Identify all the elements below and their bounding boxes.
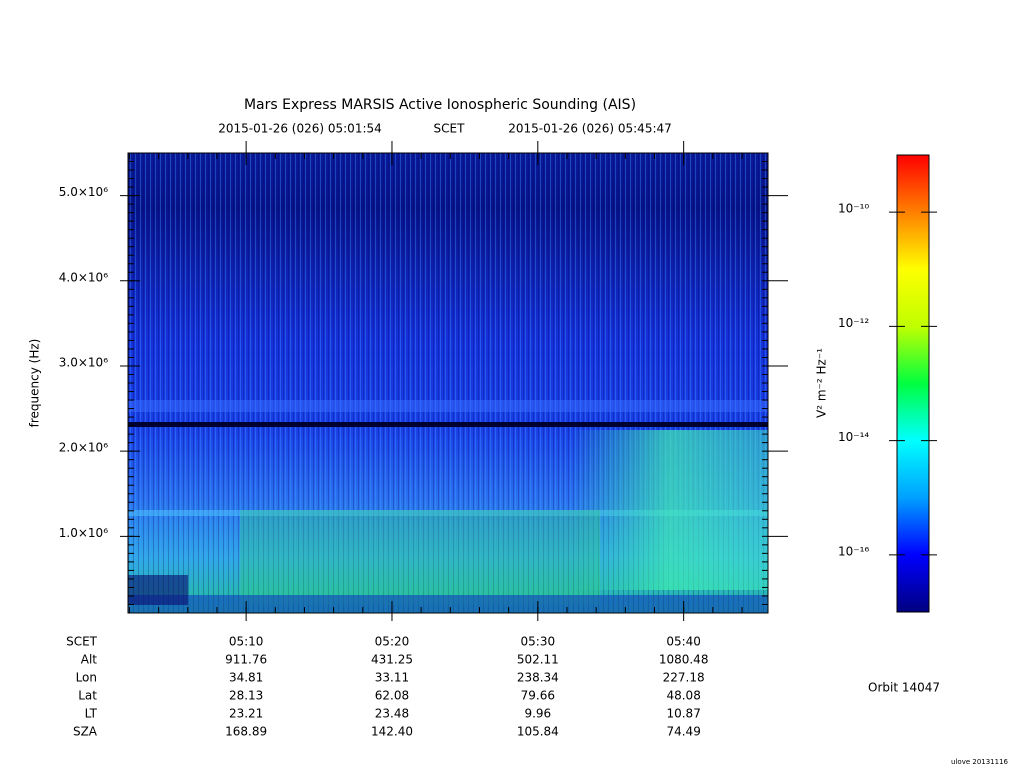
colorbar-label: V² m⁻² Hz⁻¹: [815, 348, 829, 418]
colorbar-tick-label: 10⁻¹⁰: [838, 202, 869, 216]
y-axis-label: frequency (Hz): [28, 339, 42, 428]
ephemeris-value: 79.66: [521, 689, 555, 703]
ephemeris-value: 10.87: [666, 707, 700, 721]
ephemeris-label: SZA: [73, 725, 98, 739]
ephemeris-value: 74.49: [666, 725, 700, 739]
orbit: Orbit 14047: [868, 681, 940, 695]
y-tick-label: 2.0×10⁶: [59, 441, 108, 455]
ephemeris-value: 23.21: [229, 707, 263, 721]
ephemeris-value: 911.76: [225, 653, 267, 667]
end-time: 2015-01-26 (026) 05:45:47: [508, 122, 672, 136]
chart-title: Mars Express MARSIS Active Ionospheric S…: [244, 97, 636, 113]
ephemeris-value: 502.11: [517, 653, 559, 667]
ephemeris-value: 105.84: [517, 725, 559, 739]
y-tick-label: 5.0×10⁶: [59, 185, 108, 199]
time-system: SCET: [434, 122, 466, 136]
spectrogram: [128, 153, 768, 613]
ephemeris-value: 168.89: [225, 725, 267, 739]
ephemeris-label: SCET: [66, 635, 98, 649]
ephemeris-label: Lat: [78, 689, 97, 703]
ephemeris-label: Lon: [76, 671, 97, 685]
ephemeris-value: 238.34: [517, 671, 559, 685]
colorbar-tick-label: 10⁻¹²: [838, 316, 869, 330]
colorbar-frame: [896, 154, 930, 613]
x-tick-label: 05:10: [229, 635, 264, 649]
y-tick-label: 4.0×10⁶: [59, 270, 108, 284]
colorbar: [897, 155, 929, 612]
x-tick-label: 05:20: [375, 635, 410, 649]
ephemeris-value: 33.11: [375, 671, 409, 685]
start-time: 2015-01-26 (026) 05:01:54: [218, 122, 382, 136]
colorbar-tick-label: 10⁻¹⁴: [838, 430, 869, 444]
y-tick-label: 3.0×10⁶: [59, 355, 108, 369]
ephemeris-value: 1080.48: [659, 653, 709, 667]
colorbar-tick-label: 10⁻¹⁶: [838, 544, 869, 558]
ephemeris-value: 23.48: [375, 707, 409, 721]
ephemeris-value: 48.08: [666, 689, 700, 703]
y-tick-label: 1.0×10⁶: [59, 526, 108, 540]
ephemeris-value: 34.81: [229, 671, 263, 685]
ephemeris-value: 227.18: [663, 671, 705, 685]
ephemeris-value: 142.40: [371, 725, 413, 739]
x-tick-label: 05:30: [521, 635, 556, 649]
ephemeris-label: Alt: [81, 653, 98, 667]
footer: ulove 20131116: [951, 758, 1009, 766]
ephemeris-value: 62.08: [375, 689, 409, 703]
ephemeris-value: 28.13: [229, 689, 263, 703]
ephemeris-value: 9.96: [524, 707, 551, 721]
ephemeris-label: LT: [85, 707, 98, 721]
x-tick-label: 05:40: [666, 635, 701, 649]
ephemeris-value: 431.25: [371, 653, 413, 667]
